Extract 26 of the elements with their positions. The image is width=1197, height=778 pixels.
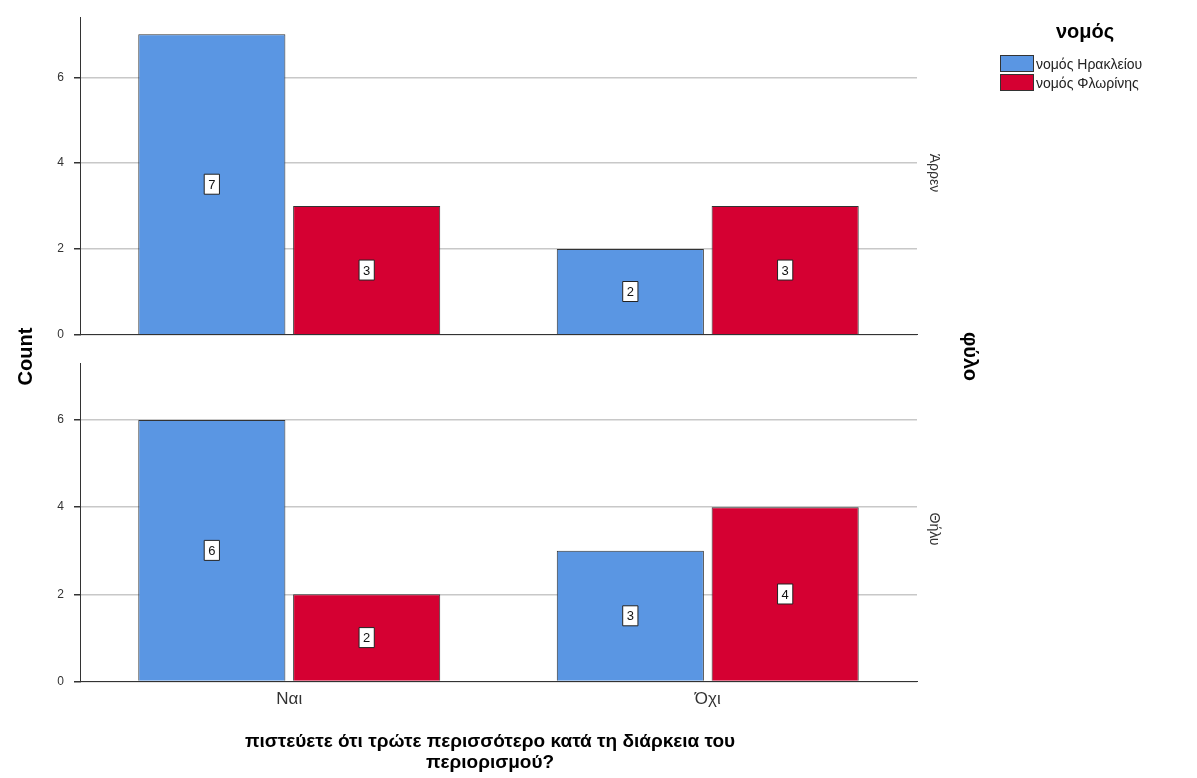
data-label: 4	[781, 586, 789, 602]
y-axis-title: Count	[13, 326, 37, 388]
x-axis-title: πιστεύετε ότι τρώτε περισσότερο κατά τη διάρκεια του περιορισμού?	[243, 730, 737, 772]
x-tick-label: Ναι	[276, 689, 303, 709]
x-tick-label: Όχι	[693, 689, 721, 709]
data-label: 3	[363, 262, 371, 278]
data-label: 6	[208, 542, 216, 558]
data-label: 2	[626, 284, 634, 300]
y-tick-label: 6	[57, 69, 65, 84]
legend-label: νομός Φλωρίνης	[1036, 74, 1139, 91]
y-tick-label: 0	[57, 327, 65, 342]
text: Άρρεν	[927, 152, 943, 195]
y-tick-label: 6	[57, 412, 65, 427]
data-label: 2	[363, 630, 371, 646]
legend-title: νομός	[1054, 20, 1116, 43]
data-label: 3	[626, 608, 634, 624]
data-label: 3	[781, 262, 789, 278]
y-tick-label: 0	[57, 673, 65, 688]
data-label: 7	[208, 176, 216, 192]
y2-axis-title: φύλο	[958, 330, 982, 383]
y-tick-label: 2	[57, 241, 65, 256]
legend-label: νομός Ηρακλείου	[1036, 55, 1143, 72]
y-tick-label: 4	[57, 155, 65, 170]
text: Θήλυ	[927, 511, 943, 548]
y-tick-label: 4	[57, 499, 65, 514]
y-tick-label: 2	[57, 586, 65, 601]
